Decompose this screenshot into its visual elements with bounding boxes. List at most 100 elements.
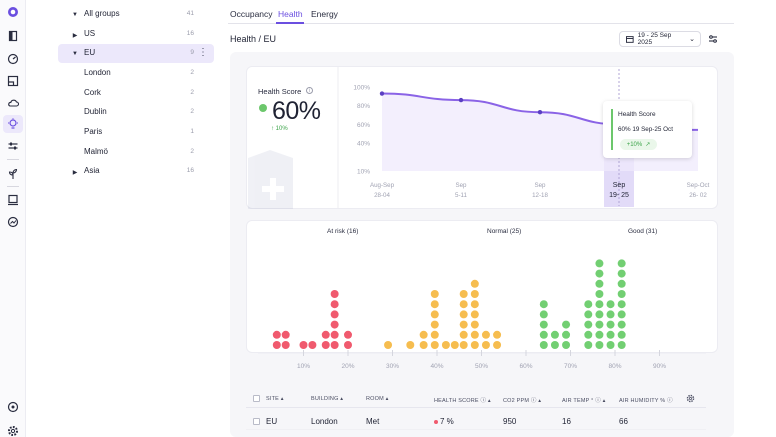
date-range-picker[interactable]: 19 - 25 Sep 2025 ⌄	[619, 31, 701, 47]
distribution-card	[246, 220, 718, 353]
mention-icon[interactable]	[7, 401, 19, 413]
more-options-icon[interactable]: ⋮	[198, 47, 208, 58]
breadcrumb: Health / EU	[230, 34, 277, 44]
col-room[interactable]: ROOM ▴	[366, 396, 389, 402]
tab-health[interactable]: Health	[278, 9, 303, 19]
room-dot	[330, 320, 339, 329]
health-score-title: Health Score	[258, 87, 302, 96]
kiosk-icon[interactable]	[7, 194, 19, 206]
cloud-icon[interactable]	[7, 97, 19, 109]
info-icon[interactable]: i	[306, 87, 313, 94]
room-dot	[606, 341, 615, 349]
tree-item-count: 16	[186, 167, 194, 174]
tree-item-london[interactable]: London 2	[58, 64, 214, 83]
cell-air-temp: 16	[562, 417, 571, 426]
room-dot	[470, 300, 479, 309]
tooltip-delta-badge: +10% ↗	[620, 139, 657, 150]
plant-icon[interactable]	[7, 168, 19, 180]
room-dot	[419, 341, 428, 349]
caret-down-icon[interactable]: ▼	[72, 12, 78, 18]
room-dot	[584, 310, 593, 319]
tooltip-delta: +10%	[626, 141, 643, 148]
date-range-label: 19 - 25 Sep 2025	[637, 32, 672, 46]
room-dot	[595, 330, 604, 339]
y-tick-label: 10%	[357, 169, 370, 176]
col-building[interactable]: BUILDING ▴	[311, 396, 344, 402]
room-dot	[330, 300, 339, 309]
view-tabs: Occupancy Health Energy	[228, 0, 734, 24]
room-dot	[562, 341, 571, 349]
table-settings-icon[interactable]	[686, 394, 695, 403]
table-row[interactable]: EU London Met 7 % 950 16 66	[246, 410, 706, 430]
tree-item-paris[interactable]: Paris 1	[58, 123, 214, 142]
x-tick-label: 50%	[475, 363, 488, 370]
y-tick-label: 100%	[353, 85, 370, 92]
room-dot	[595, 300, 604, 309]
col-label: AIR TEMP °	[562, 398, 594, 404]
tree-item-all-groups[interactable]: ▼ All groups 41	[58, 5, 214, 24]
category-normal: Normal (25)	[487, 228, 522, 235]
col-air-temp[interactable]: AIR TEMP ° ⓘ ▴	[562, 398, 606, 404]
room-dot	[281, 341, 290, 349]
cell-co2: 950	[503, 417, 517, 426]
tree-item-cork[interactable]: Cork 2	[58, 84, 214, 103]
tree-item-count: 9	[190, 49, 194, 56]
room-dot	[606, 320, 615, 329]
category-at-risk: At risk (16)	[327, 228, 359, 235]
col-co2[interactable]: CO2 PPM ⓘ ▴	[503, 398, 542, 404]
rail-divider	[7, 186, 19, 187]
select-all-checkbox[interactable]	[253, 395, 260, 402]
tab-occupancy[interactable]: Occupancy	[230, 9, 273, 19]
shield-watermark-icon	[248, 150, 293, 209]
tree-item-count: 2	[190, 89, 194, 96]
calendar-icon	[626, 36, 634, 43]
document-icon[interactable]	[7, 30, 19, 42]
logo-icon[interactable]	[7, 6, 19, 18]
sliders-icon[interactable]	[7, 140, 19, 152]
room-dot	[430, 290, 439, 298]
x-tick-label: 10%	[297, 363, 310, 370]
room-dot	[595, 279, 604, 288]
room-dot	[562, 330, 571, 339]
category-good: Good (31)	[628, 228, 658, 235]
col-label: ROOM	[366, 396, 384, 402]
col-health-score[interactable]: HEALTH SCORE ⓘ ▴	[434, 398, 491, 404]
dashboard-gauge-icon[interactable]	[7, 216, 19, 228]
settings-icon[interactable]	[7, 425, 19, 437]
caret-down-icon[interactable]: ▼	[72, 51, 78, 57]
cell-value: 7 %	[440, 417, 454, 426]
col-air-humidity[interactable]: AIR HUMIDITY % ⓘ	[619, 398, 673, 404]
room-dot	[584, 320, 593, 329]
room-dot	[595, 259, 604, 268]
x-tick-label: Sep	[613, 182, 626, 189]
gauge-icon[interactable]	[7, 53, 19, 65]
room-dot	[459, 341, 468, 349]
room-dot	[539, 341, 548, 349]
room-dot	[584, 300, 593, 309]
tab-energy[interactable]: Energy	[311, 9, 338, 19]
room-dot	[272, 330, 281, 339]
room-dot	[441, 341, 450, 349]
table-header: SITE ▴ BUILDING ▴ ROOM ▴ HEALTH SCORE ⓘ …	[246, 390, 706, 408]
tree-item-dublin[interactable]: Dublin 2	[58, 103, 214, 122]
icon-rail	[0, 0, 26, 437]
caret-right-icon[interactable]: ▶	[72, 32, 78, 39]
room-dot	[595, 269, 604, 278]
tree-item-eu[interactable]: ▼ EU 9 ⋮	[58, 44, 214, 63]
floorplan-icon[interactable]	[7, 75, 19, 87]
y-tick-label: 80%	[357, 103, 370, 110]
room-dot	[493, 330, 502, 339]
caret-right-icon[interactable]: ▶	[72, 169, 78, 176]
tree-item-malmo[interactable]: Malmö 2	[58, 143, 214, 162]
room-dot	[406, 341, 415, 349]
row-checkbox[interactable]	[253, 418, 260, 425]
filter-icon[interactable]	[707, 33, 719, 45]
col-site[interactable]: SITE ▴	[266, 396, 284, 402]
tree-item-asia[interactable]: ▶ Asia 16	[58, 162, 214, 181]
col-label: BUILDING	[311, 396, 339, 402]
lightbulb-icon[interactable]	[7, 118, 19, 130]
x-tick-sublabel: 28-04	[374, 192, 390, 199]
room-dot	[539, 300, 548, 309]
tree-item-us[interactable]: ▶ US 16	[58, 25, 214, 44]
room-dot	[470, 310, 479, 319]
